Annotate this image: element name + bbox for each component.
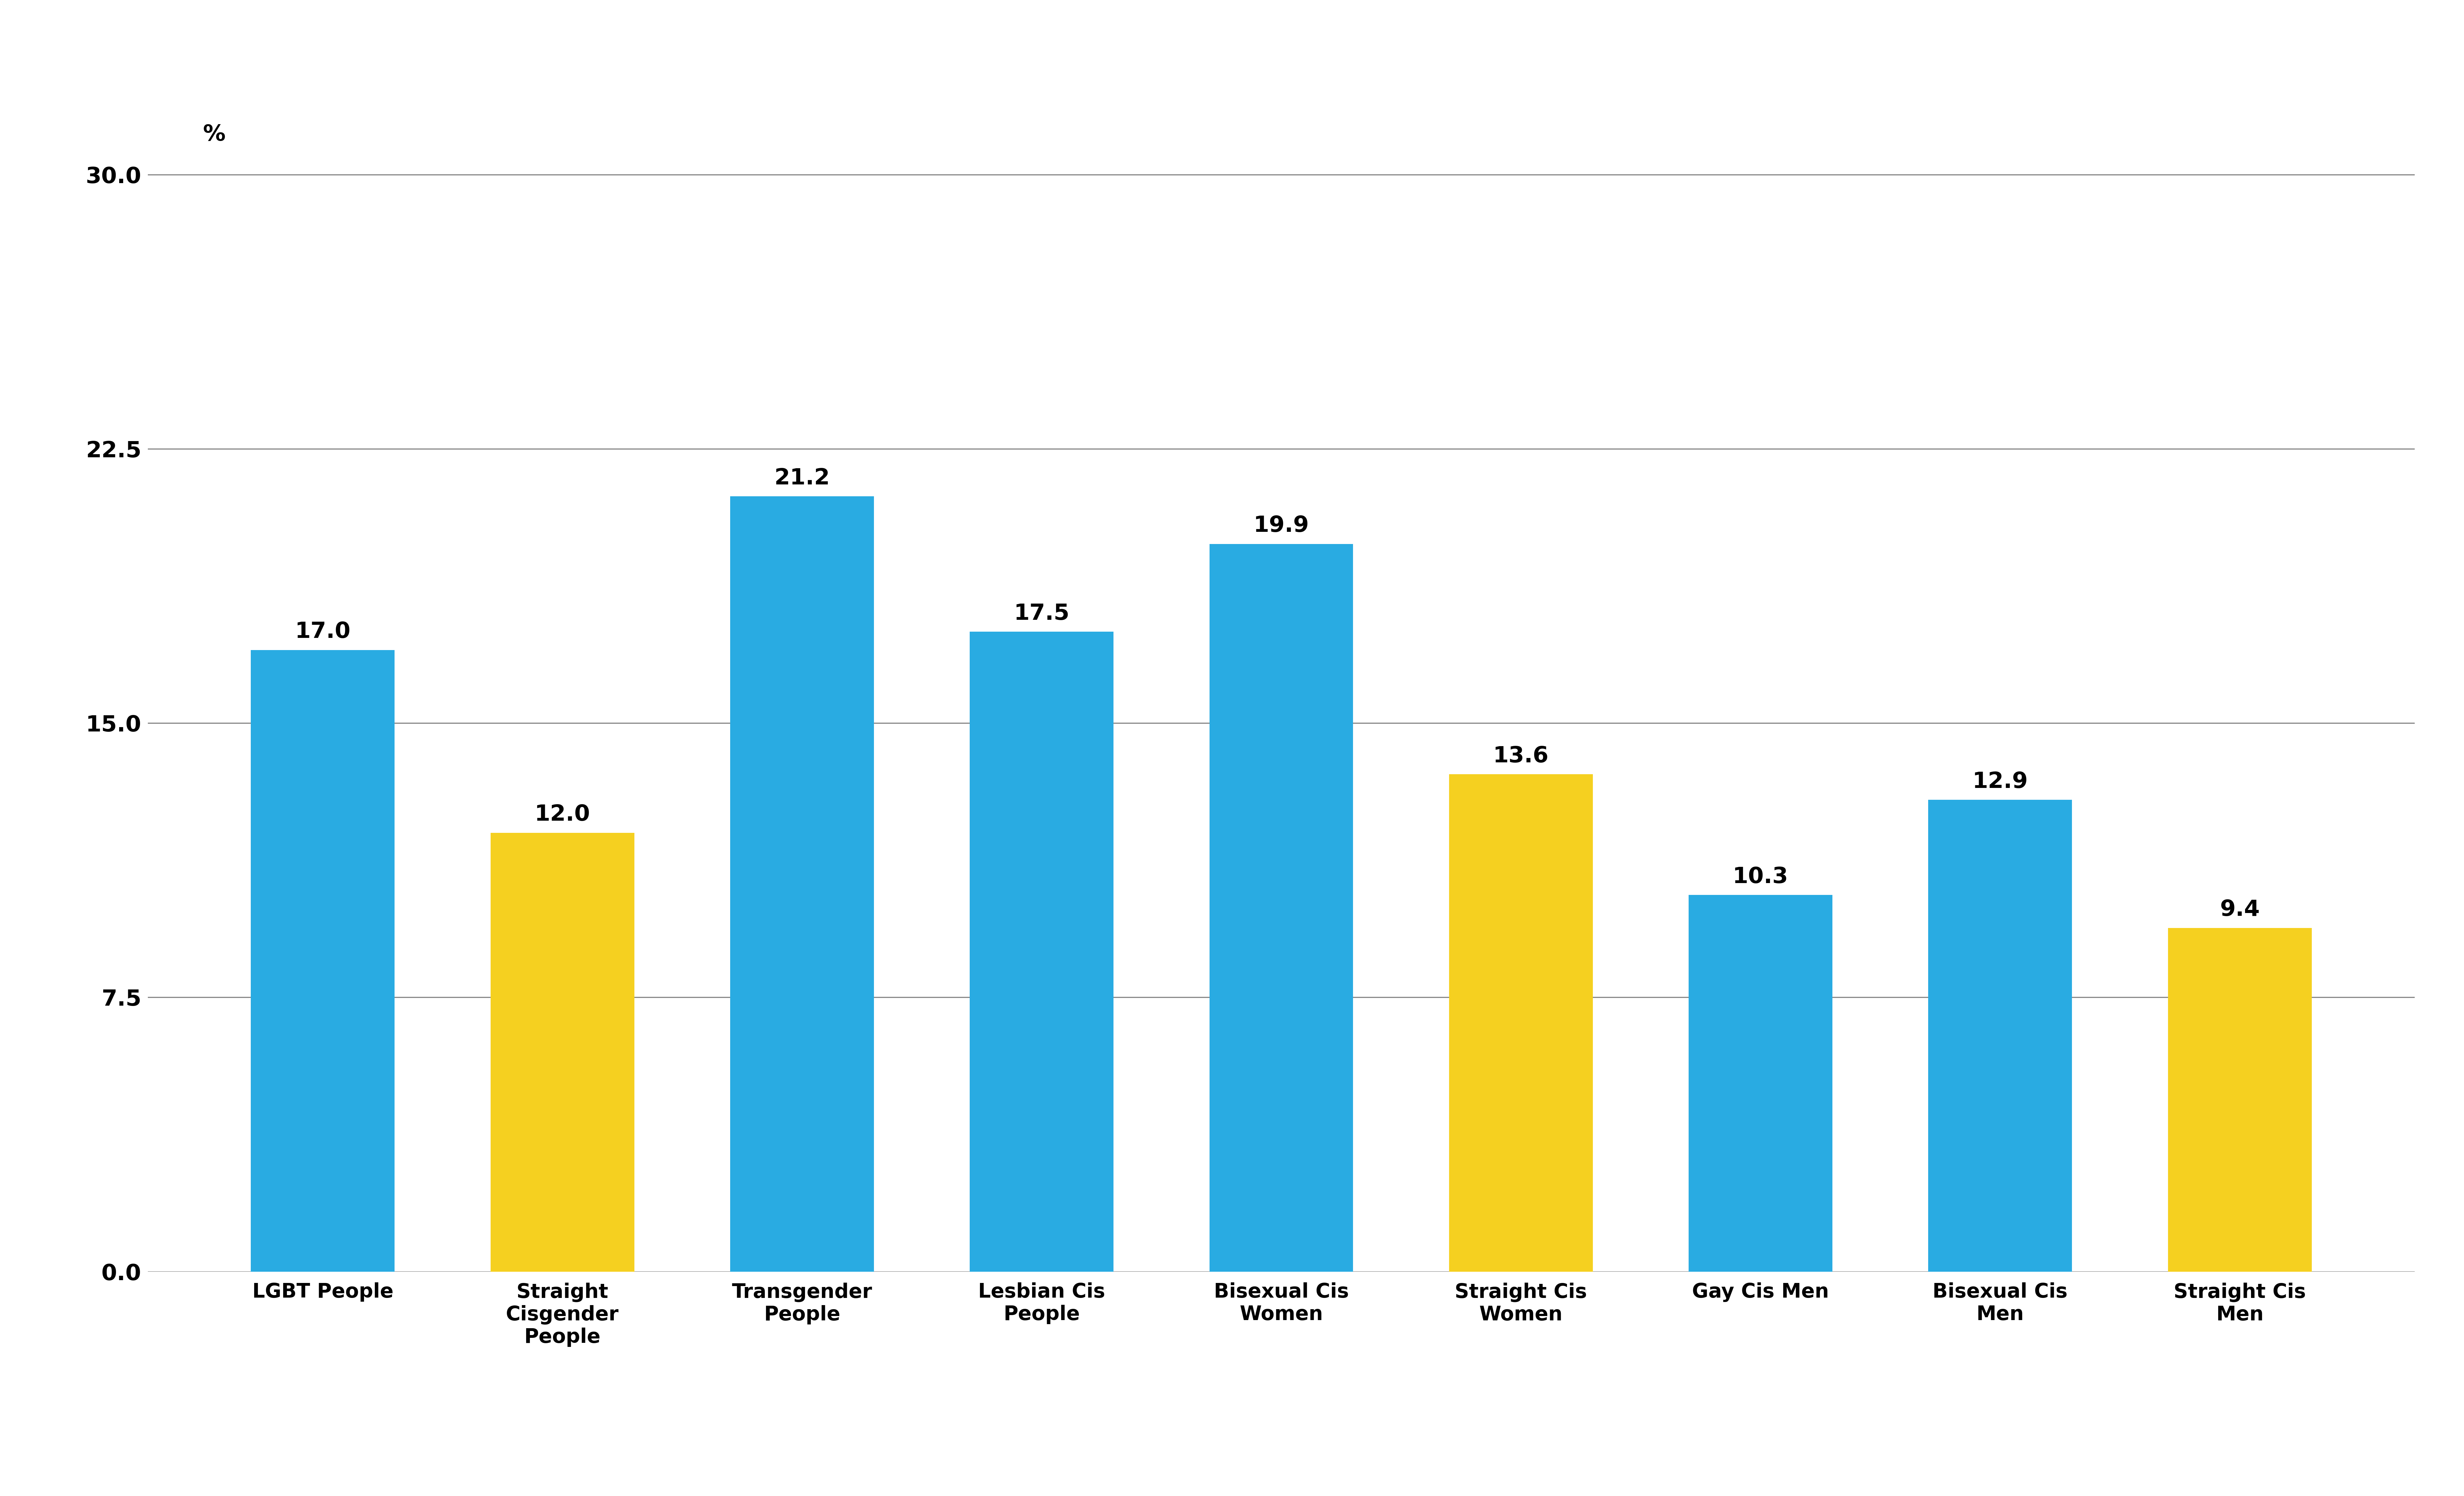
Text: 10.3: 10.3 — [1732, 866, 1789, 887]
Text: %: % — [202, 124, 227, 145]
Text: 13.6: 13.6 — [1493, 745, 1550, 767]
Text: 9.4: 9.4 — [2220, 899, 2259, 920]
Bar — [1449, 775, 1592, 1272]
Text: 17.0: 17.0 — [296, 621, 350, 643]
Bar — [251, 649, 394, 1272]
Text: 12.9: 12.9 — [1971, 770, 2028, 793]
Bar — [1688, 895, 1833, 1272]
Bar — [1929, 800, 2072, 1272]
Bar — [2168, 928, 2311, 1272]
Text: 21.2: 21.2 — [774, 468, 830, 489]
Bar — [729, 497, 875, 1272]
Bar — [490, 833, 633, 1272]
Bar — [971, 631, 1114, 1272]
Text: 12.0: 12.0 — [535, 803, 591, 826]
Text: 19.9: 19.9 — [1254, 515, 1308, 537]
Bar — [1210, 545, 1353, 1272]
Text: 17.5: 17.5 — [1013, 603, 1069, 624]
